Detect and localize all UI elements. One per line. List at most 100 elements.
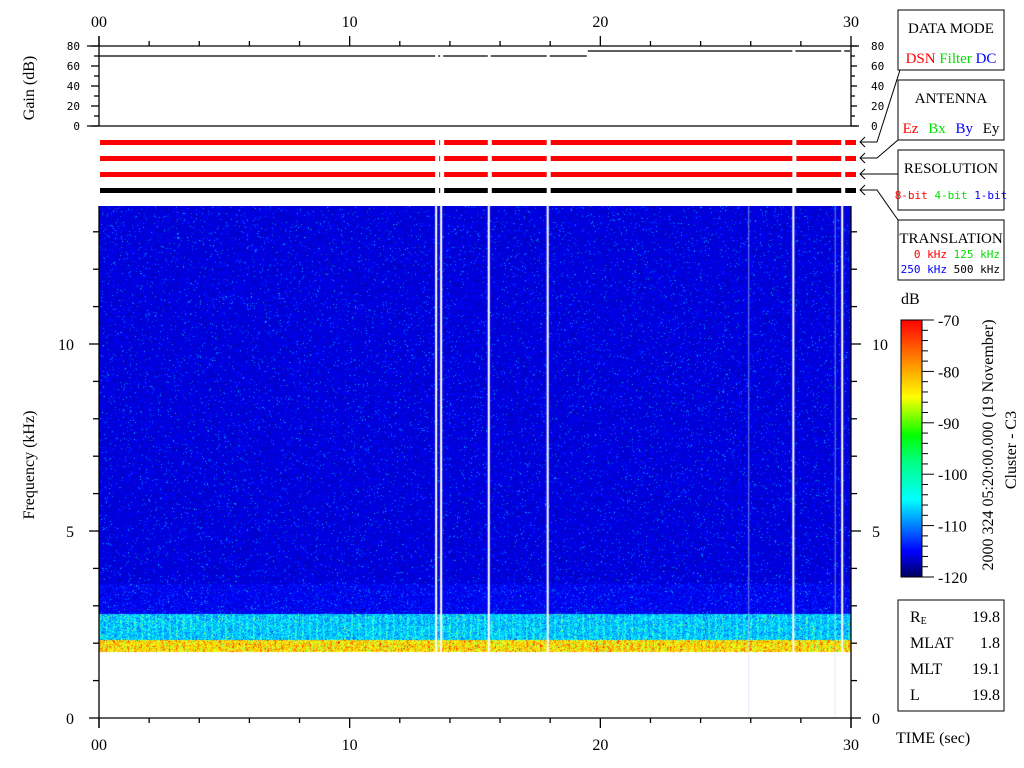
svg-text:Ez Bx By Ey: Ez Bx By Ey bbox=[903, 121, 1000, 137]
gain-tick-label: 0 bbox=[73, 120, 80, 133]
colorbar-tick-label: -90 bbox=[938, 416, 959, 433]
resolution-bar-segment bbox=[100, 172, 436, 177]
antenna-bar-segment bbox=[796, 156, 842, 161]
data-mode-bar-segment bbox=[491, 140, 547, 145]
ephemeris-label-mlat: MLAT bbox=[910, 635, 954, 652]
antenna-bar-segment bbox=[491, 156, 547, 161]
gain-tick-label: 80 bbox=[67, 40, 80, 53]
translation-bar-segment bbox=[491, 188, 547, 193]
legend-250khz: 250 kHz bbox=[901, 263, 947, 276]
time-tick-label-top: 30 bbox=[843, 14, 859, 31]
translation-bar-segment bbox=[845, 188, 856, 193]
ephemeris-value-mlat: 1.8 bbox=[980, 635, 1000, 652]
ephemeris-label-re: RE bbox=[910, 609, 927, 627]
time-tick-label-top: 00 bbox=[91, 14, 107, 31]
legend-1bit: 1-bit bbox=[974, 189, 1007, 202]
antenna-bar-segment bbox=[444, 156, 488, 161]
svg-text:DSN Filter DC: DSN Filter DC bbox=[906, 51, 997, 67]
time-tick-label-top: 10 bbox=[342, 14, 358, 31]
legend-8bit: 8-bit bbox=[895, 189, 928, 202]
antenna-title: ANTENNA bbox=[915, 91, 988, 107]
translation-legend: TRANSLATION 0 kHz 125 kHz 250 kHz 500 kH… bbox=[897, 219, 1005, 281]
legend-filter: Filter bbox=[939, 51, 972, 67]
gain-tick-label-right: 80 bbox=[871, 40, 884, 53]
time-tick-label-bottom: 20 bbox=[592, 737, 608, 754]
colorbar-tick-label: -80 bbox=[938, 364, 959, 381]
resolution-bar-segment bbox=[439, 172, 441, 177]
data-mode-legend: DATA MODE DSN Filter DC bbox=[897, 9, 1005, 71]
legend-4bit: 4-bit bbox=[934, 189, 967, 202]
gain-tick-label-right: 40 bbox=[871, 80, 884, 93]
legend-ey: Ey bbox=[983, 121, 1000, 137]
ephemeris-label-mlt: MLT bbox=[910, 661, 943, 678]
svg-text:250 kHz 500 kHz: 250 kHz 500 kHz bbox=[901, 263, 1000, 276]
colorbar bbox=[900, 319, 923, 578]
translation-bar-segment bbox=[550, 188, 793, 193]
colorbar-tick-label: -120 bbox=[938, 570, 967, 587]
resolution-bar-segment bbox=[796, 172, 842, 177]
gain-tick-label-right: 20 bbox=[871, 100, 884, 113]
status-bars bbox=[100, 140, 856, 193]
resolution-legend: RESOLUTION 8-bit 4-bit 1-bit bbox=[895, 149, 1008, 211]
resolution-title: RESOLUTION bbox=[904, 161, 998, 177]
spectrogram-heatmap bbox=[99, 206, 851, 718]
data-mode-bar-segment bbox=[796, 140, 842, 145]
antenna-bar-segment bbox=[845, 156, 856, 161]
freq-tick-label-right: 5 bbox=[872, 524, 880, 541]
data-mode-bar-segment bbox=[444, 140, 488, 145]
colorbar-ticks: -70 -80 -90 -100 -110 -120 bbox=[922, 313, 967, 587]
colorbar-tick-label: -70 bbox=[938, 313, 959, 330]
data-mode-title: DATA MODE bbox=[908, 21, 994, 37]
resolution-bar-segment bbox=[550, 172, 793, 177]
time-tick-label-top: 20 bbox=[592, 14, 608, 31]
data-mode-bar-segment bbox=[550, 140, 793, 145]
colorbar-unit: dB bbox=[901, 291, 920, 308]
legend-0khz: 0 kHz bbox=[914, 248, 947, 261]
data-mode-bar-segment bbox=[100, 140, 436, 145]
resolution-bar-segment bbox=[444, 172, 488, 177]
resolution-bar-segment bbox=[491, 172, 547, 177]
antenna-bar-segment bbox=[100, 156, 436, 161]
freq-tick-label: 5 bbox=[66, 524, 74, 541]
gain-tick-label-right: 60 bbox=[871, 60, 884, 73]
legend-125khz: 125 kHz bbox=[954, 248, 1000, 261]
antenna-legend: ANTENNA Ez Bx By Ey bbox=[897, 79, 1005, 141]
ephemeris-value-re: 19.8 bbox=[972, 609, 1000, 626]
colorbar-tick-label: -110 bbox=[938, 519, 967, 536]
legend-dsn: DSN bbox=[906, 51, 936, 67]
data-mode-bar-segment bbox=[845, 140, 856, 145]
time-tick-label-bottom: 00 bbox=[91, 737, 107, 754]
legend-bx: Bx bbox=[928, 121, 946, 137]
ephemeris-value-l: 19.8 bbox=[972, 687, 1000, 704]
ephemeris-box: RE 19.8 MLAT 1.8 MLT 19.1 L 19.8 bbox=[897, 599, 1005, 712]
time-tick-label-bottom: 10 bbox=[342, 737, 358, 754]
gain-axis-label: Gain (dB) bbox=[21, 56, 38, 120]
svg-text:8-bit 4-bit 1-bit: 8-bit 4-bit 1-bit bbox=[895, 189, 1008, 202]
freq-tick-label-right: 10 bbox=[872, 337, 888, 354]
resolution-bar-segment bbox=[845, 172, 856, 177]
ephemeris-label-l: L bbox=[910, 687, 920, 704]
x-axis-label: TIME (sec) bbox=[896, 730, 970, 747]
time-tick-label-bottom: 30 bbox=[843, 737, 859, 754]
legend-by: By bbox=[955, 121, 973, 137]
freq-tick-label: 0 bbox=[66, 711, 74, 728]
legend-dc: DC bbox=[976, 51, 997, 67]
antenna-bar-segment bbox=[439, 156, 441, 161]
antenna-bar-segment bbox=[550, 156, 793, 161]
translation-bar-segment bbox=[796, 188, 842, 193]
translation-bar-segment bbox=[100, 188, 436, 193]
gain-tick-label-right: 0 bbox=[871, 120, 878, 133]
ephemeris-value-mlt: 19.1 bbox=[972, 661, 1000, 678]
legend-ez: Ez bbox=[903, 121, 919, 137]
legend-connectors bbox=[859, 69, 901, 221]
y-axis-label: Frequency (kHz) bbox=[21, 411, 38, 520]
translation-title: TRANSLATION bbox=[899, 231, 1002, 247]
freq-tick-label-right: 0 bbox=[872, 711, 880, 728]
svg-text:0 kHz 125 kHz: 0 kHz 125 kHz bbox=[914, 248, 1000, 261]
gain-tick-label: 60 bbox=[67, 60, 80, 73]
translation-bar-segment bbox=[439, 188, 441, 193]
legend-500khz: 500 kHz bbox=[954, 263, 1000, 276]
freq-tick-label: 10 bbox=[58, 337, 74, 354]
